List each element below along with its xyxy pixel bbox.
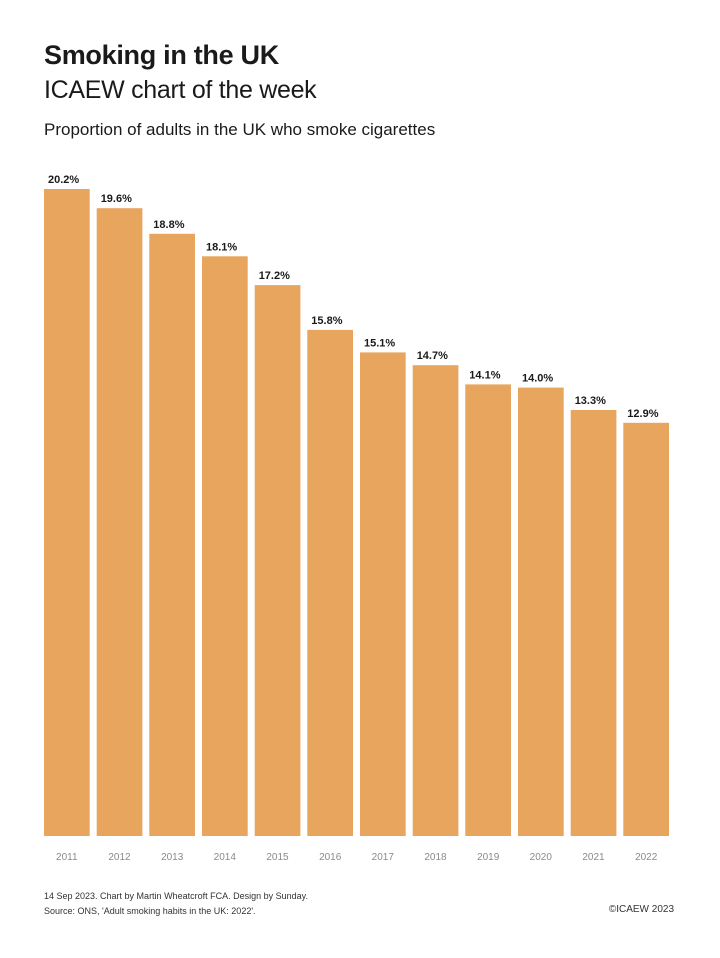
value-label-2012: 19.6% [101,193,132,205]
bar-2018 [412,365,459,836]
bar-2015 [254,285,301,837]
bar-2020 [518,387,564,836]
x-tick-2014: 2014 [214,852,237,863]
value-label-2018: 14.7% [417,350,448,362]
value-label-2020: 14.0% [522,373,553,385]
x-tick-2011: 2011 [56,852,78,863]
value-label-2015: 17.2% [259,270,290,282]
value-label-2016: 15.8% [311,315,342,327]
bar-chart: 20.2% 2011 19.6% 2012 18.8% 2013 18.1% 2014 17.2… [44,174,669,863]
bar-2016 [307,329,353,836]
footer-notes: 14 Sep 2023. Chart by Martin Wheatcroft … [44,889,308,919]
x-tick-2016: 2016 [319,852,342,863]
bar-2012 [96,208,143,836]
bar-2022 [623,422,669,836]
value-label-2011: 20.2% [48,174,79,186]
x-tick-2013: 2013 [161,852,184,863]
bar-2013 [149,233,195,837]
chart-caption: Proportion of adults in the UK who smoke… [44,120,436,139]
bar-2017 [360,352,406,836]
bar-2019 [465,384,511,836]
value-label-2017: 15.1% [364,337,395,349]
copyright-notice: ©ICAEW 2023 [608,904,674,915]
chart-subtitle: ICAEW chart of the week [44,76,317,104]
value-label-2014: 18.1% [206,241,237,253]
x-tick-2022: 2022 [635,852,658,863]
x-tick-2015: 2015 [266,852,289,863]
value-label-2019: 14.1% [469,369,500,381]
x-tick-2020: 2020 [530,852,553,863]
bar-2021 [570,410,617,836]
chart-title: Smoking in the UK [44,40,279,70]
value-label-2013: 18.8% [153,219,184,231]
x-tick-2018: 2018 [424,852,447,863]
x-tick-2012: 2012 [108,852,131,863]
value-label-2021: 13.3% [575,395,606,407]
value-label-2022: 12.9% [627,408,658,420]
footer-credit: 14 Sep 2023. Chart by Martin Wheatcroft … [44,891,308,901]
x-tick-2019: 2019 [477,852,500,863]
x-tick-2021: 2021 [582,852,605,863]
bar-2014 [202,256,248,836]
x-tick-2017: 2017 [372,852,395,863]
footer-source: Source: ONS, 'Adult smoking habits in th… [44,906,256,916]
bar-2011 [44,189,90,836]
